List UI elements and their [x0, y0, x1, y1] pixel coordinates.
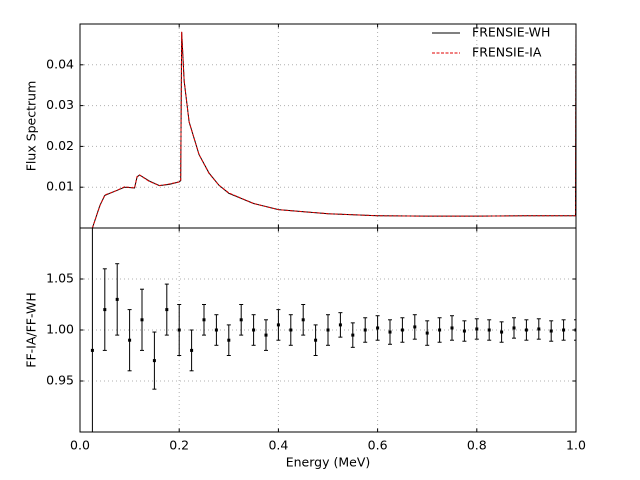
data-point [314, 338, 318, 342]
data-point [574, 328, 576, 332]
data-point [351, 333, 355, 337]
data-point [438, 328, 442, 332]
y-tick-label: 0.03 [46, 97, 74, 112]
x-tick-label: 0.8 [467, 438, 487, 453]
data-point [103, 308, 107, 312]
plot-area [91, 24, 576, 228]
y-tick-label: 1.05 [46, 271, 74, 286]
data-point [326, 328, 330, 332]
y-axis-label: Flux Spectrum [24, 81, 39, 172]
data-point [190, 348, 194, 352]
x-tick-label: 0.4 [268, 438, 288, 453]
data-point [276, 323, 280, 327]
data-point [214, 328, 218, 332]
axes-frame [79, 227, 577, 433]
data-point [487, 328, 491, 332]
data-point [562, 328, 566, 332]
y-tick-label: 0.02 [46, 138, 74, 153]
x-tick-label: 0.6 [368, 438, 388, 453]
y-tick-label: 0.95 [46, 373, 74, 388]
data-point [388, 330, 392, 334]
y-tick-label: 0.01 [46, 179, 74, 194]
legend-label: FRENSIE-WH [472, 25, 550, 40]
data-point [512, 326, 516, 330]
data-point [264, 333, 268, 337]
x-tick-label: 0.0 [70, 438, 90, 453]
y-axis-label: FF-IA/FF-WH [24, 292, 39, 367]
data-point [524, 328, 528, 332]
data-line [91, 24, 576, 228]
legend-label: FRENSIE-IA [472, 45, 542, 60]
plot-area [90, 228, 576, 432]
data-point [500, 330, 504, 334]
data-point [549, 329, 553, 333]
x-tick-label: 1.0 [566, 438, 586, 453]
data-point [177, 328, 181, 332]
data-point [289, 328, 293, 332]
data-point [475, 327, 479, 331]
data-point [450, 326, 454, 330]
data-point [425, 331, 429, 335]
data-point [227, 338, 231, 342]
data-point [301, 318, 305, 322]
data-point [363, 328, 367, 332]
y-tick-label: 0.04 [46, 56, 74, 71]
data-point [462, 329, 466, 333]
data-point [537, 327, 541, 331]
data-point [202, 318, 206, 322]
data-point [165, 308, 169, 312]
data-point [152, 359, 156, 363]
x-axis-label: Energy (MeV) [286, 455, 371, 470]
data-point [400, 328, 404, 332]
data-point [128, 338, 132, 342]
data-point [115, 297, 119, 301]
data-point [252, 328, 256, 332]
data-point [413, 325, 417, 329]
data-point [90, 348, 94, 352]
data-point [140, 318, 144, 322]
data-point [338, 323, 342, 327]
y-tick-label: 1.00 [46, 322, 74, 337]
data-point [376, 326, 380, 330]
x-tick-label: 0.2 [169, 438, 189, 453]
data-point [239, 318, 243, 322]
